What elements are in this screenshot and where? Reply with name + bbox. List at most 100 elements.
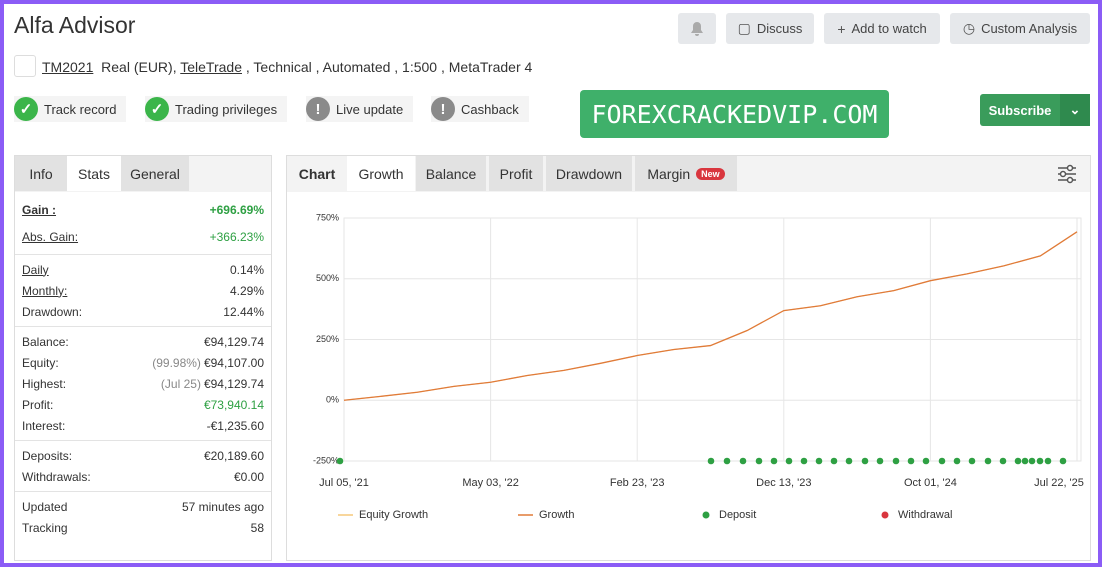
broker[interactable]: TeleTrade	[180, 59, 242, 75]
status-badge: ✓ Track record	[14, 96, 127, 122]
header-button[interactable]: + Add to watch	[824, 13, 940, 44]
stat-value: €94,129.74	[204, 335, 264, 349]
x-tick-label: Jul 22, '25	[1034, 477, 1084, 489]
stat-value: +366.23%	[210, 230, 264, 244]
stat-label: Balance:	[22, 334, 69, 349]
deposit-marker	[755, 457, 763, 465]
stats-row: Highest: (Jul 25) €94,129.74	[15, 373, 271, 394]
deposit-marker	[336, 457, 344, 465]
growth-line	[343, 231, 1078, 401]
chart-panel: Chart Growth Balance Profit Drawdown Margin Ne…	[286, 155, 1091, 561]
warning-icon: !	[431, 97, 455, 121]
tab-label: Balance	[425, 165, 477, 182]
y-tick-label: -250%	[313, 455, 339, 465]
deposit-marker	[953, 457, 961, 465]
stats-group: Deposits: €20,189.60 Withdrawals: €0.00	[15, 440, 271, 491]
stats-row: Tracking 58	[15, 517, 271, 538]
deposit-marker	[876, 457, 884, 465]
settings-icon[interactable]	[1057, 164, 1077, 184]
account-name[interactable]: TM2021	[42, 59, 94, 75]
tab[interactable]: General	[121, 156, 189, 191]
stat-note: (99.98%)	[152, 355, 201, 370]
status-badge: ✓ Trading privileges	[145, 96, 288, 122]
stat-label: Highest:	[22, 376, 67, 391]
stats-group: Daily 0.14% Monthly: 4.29% Drawdown: 12.44%	[15, 254, 271, 326]
legend-label: Deposit	[719, 509, 756, 521]
deposit-marker	[1021, 457, 1029, 465]
deposit-marker	[1028, 457, 1036, 465]
stat-value: €73,940.14	[204, 398, 264, 412]
check-icon: ✓	[14, 97, 38, 121]
x-tick-label: Dec 13, '23	[756, 477, 811, 489]
stats-panel: Info Stats General Gain : +696.69% Abs. Gain…	[14, 155, 272, 561]
stats-row: Drawdown: 12.44%	[15, 301, 271, 322]
tab[interactable]: Stats	[67, 156, 121, 191]
dropdown-arrow[interactable]: ⌄	[1060, 94, 1090, 126]
stat-number: 0.14%	[229, 262, 264, 277]
tab-label: General	[130, 165, 180, 182]
x-tick-label: Jul 05, '21	[319, 477, 369, 489]
tab-label: Drawdown	[555, 165, 623, 182]
stat-number: €94,107.00	[203, 355, 264, 370]
stat-number: €94,129.74	[203, 376, 264, 391]
deposit-marker	[707, 457, 715, 465]
subscribe-button[interactable]: Subscribe ⌄	[980, 94, 1090, 126]
stat-number: €0.00	[233, 469, 264, 484]
stat-value: 57 minutes ago	[182, 500, 264, 514]
stat-value: -€1,235.60	[207, 419, 264, 433]
deposit-marker	[984, 457, 992, 465]
check-icon: ✓	[145, 97, 169, 121]
stat-label: Gain :	[22, 202, 57, 217]
stat-label: Drawdown:	[22, 304, 83, 319]
stats-row: Updated 57 minutes ago	[15, 496, 271, 517]
header-button[interactable]: ▢ Discuss	[726, 13, 814, 44]
stats-row: Interest: -€1,235.60	[15, 415, 271, 436]
button-label: Discuss	[756, 21, 803, 36]
stat-number: 57 minutes ago	[181, 499, 264, 514]
button-icon: +	[837, 20, 846, 37]
stats-row: Gain : +696.69%	[15, 196, 271, 223]
growth-chart: -250% 0% 250% 500% 750% Jul 05, '21 May 03, '2…	[313, 212, 1084, 521]
stat-number: 4.29%	[229, 283, 264, 298]
stat-label: Monthly:	[22, 283, 68, 298]
tab[interactable]: Balance	[416, 156, 486, 191]
warning-icon: !	[306, 97, 330, 121]
badge-label: Live update	[336, 101, 404, 117]
tab[interactable]: Chart	[287, 156, 347, 191]
tab[interactable]: Profit	[489, 156, 543, 191]
tab-label: Chart	[298, 165, 336, 182]
stat-label: Interest:	[22, 418, 66, 433]
account-icon	[14, 55, 36, 77]
deposit-marker	[922, 457, 930, 465]
deposit-marker	[1059, 457, 1067, 465]
tab[interactable]: Info	[15, 156, 67, 191]
account-info: TM2021 Real (EUR), TeleTrade , Technical…	[42, 59, 532, 75]
button-icon: ▢	[737, 20, 751, 36]
header-button[interactable]: ◷ Custom Analysis	[950, 13, 1090, 44]
deposit-marker	[785, 457, 793, 465]
deposit-marker	[968, 457, 976, 465]
stats-row: Abs. Gain: +366.23%	[15, 223, 271, 250]
button-label: Custom Analysis	[981, 21, 1078, 36]
deposit-marker	[830, 457, 838, 465]
stats-row: Withdrawals: €0.00	[15, 466, 271, 487]
deposit-marker	[1044, 457, 1052, 465]
account-type: Real (EUR),	[101, 59, 177, 75]
tab[interactable]: Growth	[347, 156, 415, 191]
stat-label: Tracking	[22, 520, 68, 535]
deposit-marker	[770, 457, 778, 465]
notify-button[interactable]	[678, 13, 716, 44]
tab[interactable]: Drawdown	[546, 156, 632, 191]
tab[interactable]: Margin New	[635, 156, 737, 191]
stat-number: €94,129.74	[203, 334, 264, 349]
x-tick-label: May 03, '22	[462, 477, 519, 489]
bell-icon	[691, 21, 703, 36]
tab-label: Margin	[647, 165, 691, 182]
deposit-marker	[1014, 457, 1022, 465]
stat-value: (99.98%) €94,107.00	[152, 356, 264, 370]
stat-label: Abs. Gain:	[22, 229, 79, 244]
deposit-marker	[800, 457, 808, 465]
deposit-marker	[938, 457, 946, 465]
tab-label: Stats	[78, 165, 110, 182]
legend-label: Growth	[539, 509, 574, 521]
